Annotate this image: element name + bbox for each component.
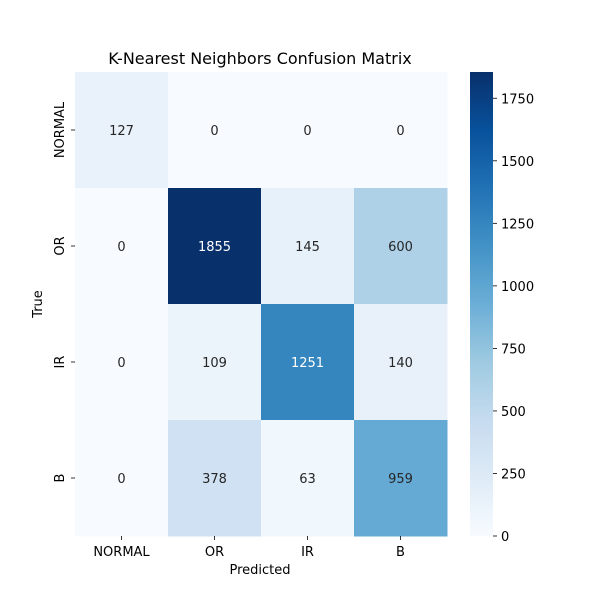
cell-value-label: 378 [202, 472, 227, 487]
x-axis-label: Predicted [229, 563, 290, 578]
heatmap-cell [168, 420, 262, 537]
heatmap-cell [261, 72, 355, 189]
x-tick-label: B [396, 545, 405, 560]
cell-value-label: 0 [396, 124, 404, 139]
cell-value-label: 0 [210, 124, 218, 139]
y-axis: NORMAL OR IR B [53, 101, 75, 482]
heatmap-cell [75, 304, 169, 421]
cell-value-label: 600 [388, 240, 413, 255]
heatmap-grid: 127 0 0 0 0 1855 145 600 0 109 1251 140 0 378 63 959 [75, 72, 448, 537]
heatmap-cell [261, 304, 355, 421]
y-tick-label: B [53, 474, 68, 483]
colorbar-tick-label: 250 [501, 467, 526, 482]
x-axis: NORMAL OR IR B [93, 536, 405, 560]
cell-value-label: 1855 [198, 240, 231, 255]
heatmap-cell [354, 420, 448, 537]
heatmap-cell [75, 420, 169, 537]
colorbar-tick-label: 500 [501, 405, 526, 420]
colorbar-tick-label: 1250 [501, 217, 534, 232]
heatmap-cell [168, 304, 262, 421]
y-tick-label: IR [53, 356, 68, 369]
colorbar-gradient [470, 72, 493, 536]
heatmap-cell [168, 188, 262, 305]
heatmap-cell [168, 72, 262, 189]
cell-value-label: 0 [117, 356, 125, 371]
chart-title: K-Nearest Neighbors Confusion Matrix [108, 49, 412, 68]
heatmap-cell [75, 188, 169, 305]
colorbar-tick-label: 0 [501, 530, 509, 545]
cell-value-label: 0 [117, 472, 125, 487]
heatmap-cell [354, 72, 448, 189]
cell-value-label: 959 [388, 472, 413, 487]
heatmap-cell [261, 188, 355, 305]
cell-value-label: 63 [299, 472, 316, 487]
colorbar: 0 250 500 750 1000 1250 1500 1750 [470, 72, 534, 545]
y-tick-label: OR [53, 236, 68, 255]
colorbar-tick-label: 1750 [501, 92, 534, 107]
cell-value-label: 145 [295, 240, 320, 255]
cell-value-label: 127 [109, 124, 134, 139]
heatmap-cell [75, 72, 169, 189]
x-tick-label: NORMAL [93, 545, 150, 560]
y-tick-label: NORMAL [53, 101, 68, 158]
colorbar-tick-label: 1000 [501, 280, 534, 295]
colorbar-tick-label: 750 [501, 342, 526, 357]
heatmap-cell [261, 420, 355, 537]
cell-value-label: 140 [388, 356, 413, 371]
cell-value-label: 0 [117, 240, 125, 255]
y-axis-label: True [31, 290, 46, 319]
x-tick-label: OR [205, 545, 224, 560]
x-tick-label: IR [301, 545, 314, 560]
heatmap-cell [354, 188, 448, 305]
heatmap-cell [354, 304, 448, 421]
cell-value-label: 109 [202, 356, 227, 371]
colorbar-tick-label: 1500 [501, 155, 534, 170]
cell-value-label: 1251 [291, 356, 324, 371]
cell-value-label: 0 [303, 124, 311, 139]
